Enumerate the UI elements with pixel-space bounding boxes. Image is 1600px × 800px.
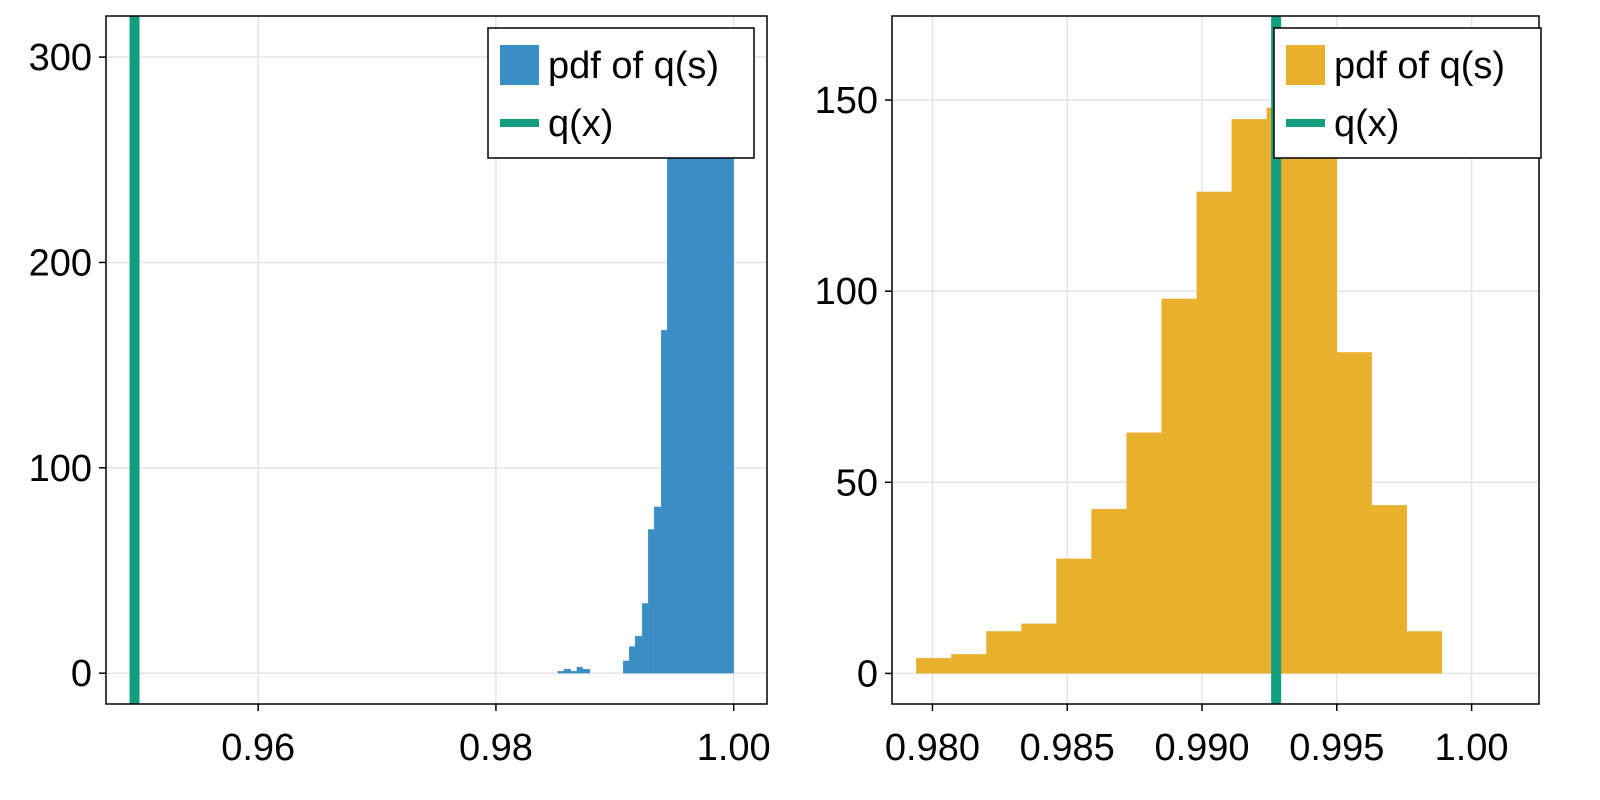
histogram-bars: [557, 157, 734, 674]
histogram-bar: [622, 660, 630, 674]
y-tick-label: 100: [29, 448, 92, 490]
legend-swatch-patch: [500, 45, 539, 85]
histogram-bar: [1196, 191, 1232, 674]
histogram-bar: [582, 668, 591, 674]
histogram-bar: [951, 654, 987, 674]
histogram-bar: [557, 670, 564, 674]
x-tick-label: 0.990: [1154, 727, 1249, 769]
x-tick-label: 0.985: [1020, 727, 1115, 769]
histogram-bar: [1161, 298, 1197, 674]
histogram-bar: [1371, 505, 1408, 674]
x-tick-label: 0.96: [221, 727, 295, 769]
histogram-bar: [986, 631, 1022, 674]
y-tick-label: 100: [815, 271, 878, 313]
histogram-bar: [634, 636, 643, 674]
histogram-bar: [1021, 623, 1057, 674]
right-histogram-panel: 0.980 0.985 0.990 0.995 1.00 0 50 100 150 pdf of …: [815, 15, 1542, 769]
histogram-bar: [916, 657, 952, 674]
legend-swatch-patch: [1286, 45, 1325, 85]
histogram-bar: [660, 330, 668, 674]
histogram-bar: [1126, 432, 1162, 674]
axes-frame: [105, 15, 768, 705]
histogram-bar: [1406, 631, 1443, 674]
y-tick-label: 150: [815, 80, 878, 122]
legend-label: pdf of q(s): [1334, 45, 1505, 87]
axes-frame: [891, 15, 1540, 705]
histogram-bar: [1231, 118, 1267, 674]
legend-label: q(x): [548, 103, 613, 145]
y-tick-label: 300: [29, 37, 92, 79]
y-tick-label: 200: [29, 242, 92, 284]
legend: pdf of q(s) q(x): [487, 27, 755, 159]
histogram-bar: [1301, 149, 1338, 674]
x-tick-label: 0.98: [459, 727, 533, 769]
x-tick-label: 0.980: [885, 727, 980, 769]
histogram-bar: [641, 603, 649, 674]
histogram-bar: [1336, 352, 1373, 674]
histogram-bar: [563, 668, 572, 674]
y-tick-label: 0: [71, 653, 92, 695]
histogram-bars: [916, 107, 1443, 674]
histogram-bar: [653, 506, 662, 674]
left-histogram-panel: 0.96 0.98 1.00 0 100 200 300 pdf of q(s) q(x): [29, 15, 771, 769]
histogram-bar: [647, 529, 655, 674]
histogram-bar: [1091, 508, 1127, 674]
histogram-bar: [1056, 558, 1092, 674]
x-tick-label: 0.995: [1289, 727, 1384, 769]
y-tick-label: 50: [836, 462, 878, 504]
x-tick-label: 1.00: [1435, 727, 1509, 769]
histogram-bar: [576, 666, 583, 674]
histogram-bar: [570, 670, 577, 674]
legend: pdf of q(s) q(x): [1273, 27, 1542, 159]
histogram-bar: [628, 646, 636, 674]
x-tick-label: 1.00: [697, 727, 771, 769]
legend-label: pdf of q(s): [548, 45, 719, 87]
legend-label: q(x): [1334, 103, 1399, 145]
histogram-bar: [666, 157, 734, 674]
y-tick-label: 0: [857, 653, 878, 695]
